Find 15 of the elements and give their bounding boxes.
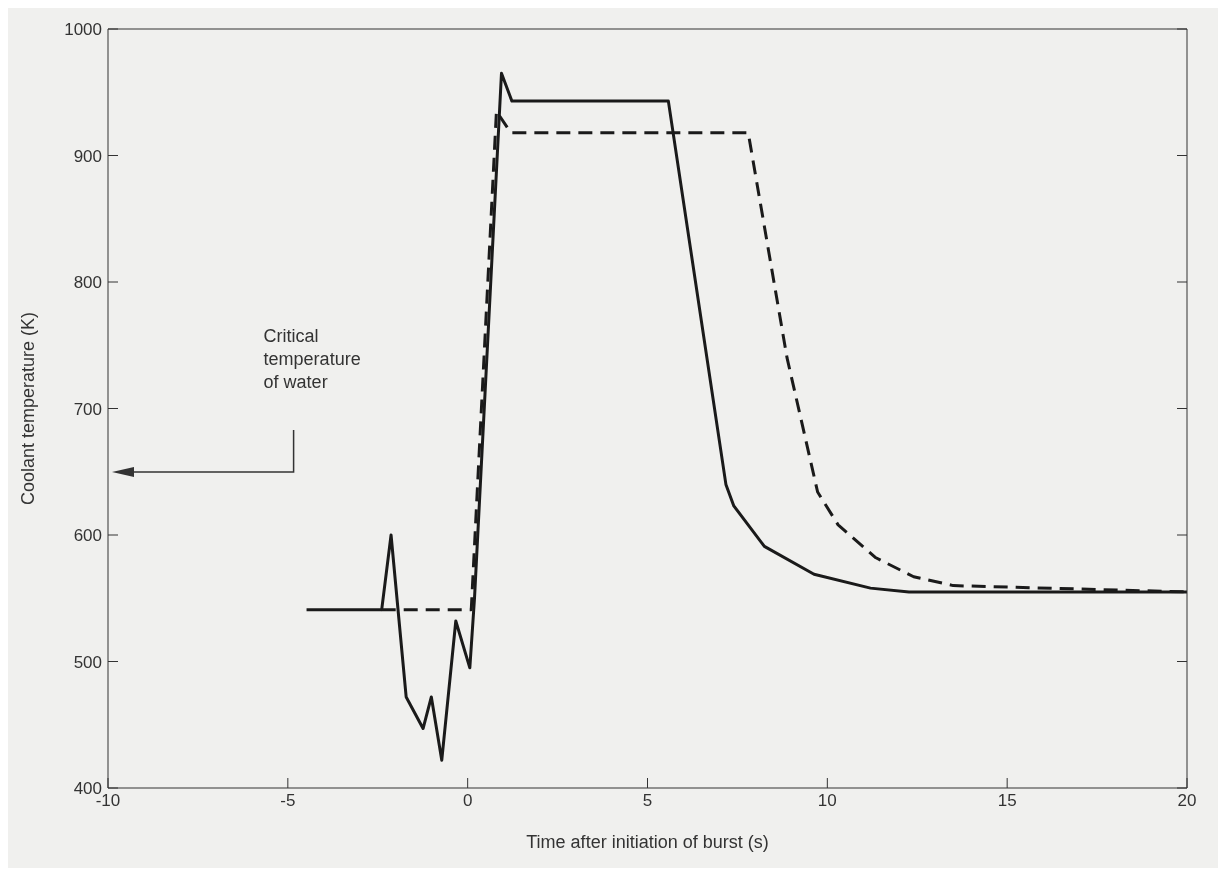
y-tick-label: 900 [73, 146, 102, 166]
x-tick-label: 5 [642, 791, 653, 811]
annotation: Critical temperature of water [263, 326, 361, 392]
y-tick-label: 700 [73, 399, 102, 419]
y-tick-label: 500 [73, 652, 102, 672]
x-tick-label: 0 [462, 791, 473, 811]
x-tick-label: 15 [997, 791, 1017, 811]
y-tick-label: 800 [73, 273, 102, 293]
x-axis-title: Time after initiation of burst (s) [526, 832, 769, 852]
x-tick-label: 20 [1177, 791, 1197, 811]
x-tick-label: -5 [280, 791, 296, 811]
y-tick-label: 1000 [64, 20, 102, 40]
y-tick-label: 600 [73, 526, 102, 546]
x-tick-label: 10 [817, 791, 837, 811]
y-axis-title: Coolant temperature (K) [18, 311, 39, 506]
